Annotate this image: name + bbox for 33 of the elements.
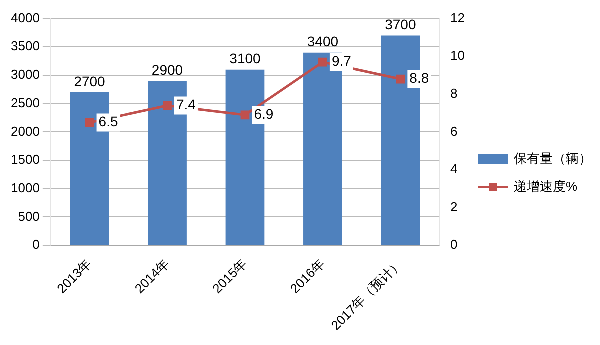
y-tick-label: 1500 (11, 152, 40, 168)
data-label: 3100 (230, 50, 262, 67)
point (396, 74, 406, 84)
data-label: 3700 (385, 16, 416, 33)
y-tick-label: 1000 (11, 180, 40, 196)
legend-label: 递增速度% (514, 178, 578, 196)
data-label: 2900 (152, 62, 184, 78)
y-tick-label: 500 (18, 208, 40, 224)
point (318, 58, 328, 67)
y2-tick-label: 12 (450, 10, 466, 26)
legend-label: 保有量（辆） (514, 150, 592, 168)
point (240, 110, 250, 120)
y2-tick-label: 8 (450, 86, 458, 101)
y-tick-label: 3500 (11, 38, 40, 54)
y-tick-label: 0 (32, 237, 40, 252)
y-tick-label: 2000 (11, 124, 40, 139)
data-label: 8.8 (410, 70, 430, 86)
y2-tick-label: 2 (450, 199, 458, 214)
data-label: 9.7 (332, 53, 352, 70)
point (85, 118, 94, 128)
point (163, 101, 172, 110)
data-label: 6.9 (254, 106, 274, 122)
y2-tick-label: 4 (450, 162, 458, 177)
y-tick-label: 4000 (11, 10, 40, 26)
y2-tick-label: 6 (450, 124, 458, 139)
data-label: 3400 (307, 34, 339, 50)
data-label: 7.4 (176, 96, 196, 113)
y-tick-label: 2500 (11, 95, 40, 110)
y-tick-label: 3000 (11, 67, 40, 82)
data-label: 6.5 (98, 114, 118, 130)
data-label: 2700 (74, 73, 106, 90)
y2-tick-label: 10 (450, 48, 466, 64)
y2-tick-label: 0 (450, 237, 458, 252)
